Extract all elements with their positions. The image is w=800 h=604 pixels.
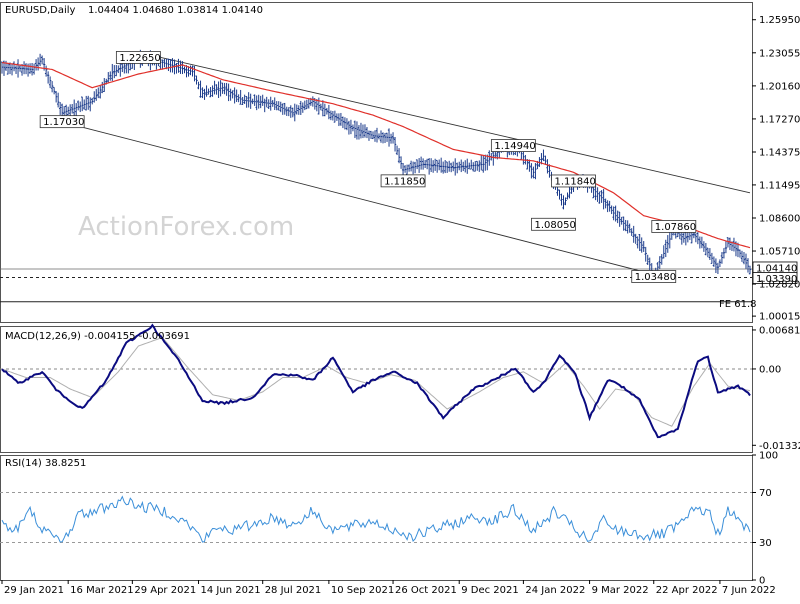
annotation-label: 1.11840 bbox=[555, 176, 596, 187]
panel-frame-0 bbox=[0, 2, 753, 323]
annotation-box bbox=[115, 51, 161, 64]
y-tick-label: 1.23055 bbox=[759, 48, 800, 59]
y-axis-ticks: 1.25950 1.23055 1.20160 1.17270 1.14375 1.114… bbox=[752, 15, 800, 587]
chart-ohlc-label: 1.04404 1.04680 1.03814 1.04140 bbox=[88, 5, 263, 16]
annotation-label: 1.11850 bbox=[384, 176, 425, 187]
annotation-box bbox=[651, 220, 697, 233]
annotation-box bbox=[531, 217, 576, 231]
support-level-flag-label: 1.03390 bbox=[756, 274, 797, 285]
macd-signal-line bbox=[1, 336, 751, 427]
y-tick-label: 1.02820 bbox=[759, 280, 800, 291]
macd-series-group bbox=[1, 323, 751, 439]
x-tick-label: 9 Dec 2021 bbox=[461, 585, 519, 596]
x-tick-label: 16 Mar 2021 bbox=[70, 585, 133, 596]
watermark-text: ActionForex.com bbox=[78, 212, 295, 242]
annotation-labels: 1.22650 1.17030 1.11850 1.14940 1.11840 1.080… bbox=[39, 51, 697, 283]
price-series-group bbox=[0, 49, 752, 282]
annotation-label: 1.07860 bbox=[655, 222, 696, 233]
channel-bottom-line bbox=[62, 121, 670, 280]
annotation-label: 1.03480 bbox=[635, 272, 676, 283]
y-tick-label: 0.00681 bbox=[759, 325, 800, 336]
current-price-flag-label: 1.04140 bbox=[756, 263, 797, 274]
x-tick-label: 7 Jun 2022 bbox=[722, 585, 776, 596]
y-tick-label: 1.17270 bbox=[759, 114, 800, 125]
rsi-series-group bbox=[1, 495, 751, 543]
x-tick-label: 10 Sep 2021 bbox=[331, 585, 394, 596]
annotation-box bbox=[380, 174, 426, 188]
panel-frame-2 bbox=[0, 455, 753, 581]
y-tick-label: 30 bbox=[759, 538, 772, 549]
fe-level-label: FE 61.8 bbox=[719, 299, 757, 310]
x-tick-label: 29 Apr 2021 bbox=[134, 585, 196, 596]
sma-line bbox=[1, 62, 751, 249]
y-tick-label: 0 bbox=[759, 576, 765, 587]
y-tick-label: 1.00015 bbox=[759, 312, 800, 323]
x-tick-label: 29 Jan 2021 bbox=[4, 585, 64, 596]
y-tick-label: 1.14375 bbox=[759, 148, 800, 159]
annotation-label: 1.17030 bbox=[43, 117, 84, 128]
annotation-label: 1.22650 bbox=[119, 53, 160, 64]
panel-frames bbox=[0, 2, 753, 581]
y-tick-label: 0.00 bbox=[759, 364, 781, 375]
x-tick-label: 22 Apr 2022 bbox=[656, 585, 718, 596]
x-tick-label: 24 Jan 2022 bbox=[525, 585, 585, 596]
channel-top-line bbox=[138, 51, 751, 194]
y-tick-label: 1.11495 bbox=[759, 180, 800, 191]
y-tick-label: 1.05710 bbox=[759, 247, 800, 258]
support-level-flag bbox=[752, 272, 798, 284]
chart-symbol-label: EURUSD,Daily bbox=[5, 5, 76, 16]
x-tick-label: 26 Oct 2021 bbox=[395, 585, 457, 596]
x-axis-ticks: 29 Jan 2021 16 Mar 2021 29 Apr 2021 14 Jun … bbox=[1, 580, 776, 596]
rsi-title: RSI(14) 38.8251 bbox=[5, 458, 87, 469]
macd-line bbox=[1, 323, 751, 439]
rsi-line bbox=[1, 495, 751, 543]
y-tick-label: 1.20160 bbox=[759, 81, 800, 92]
macd-title: MACD(12,26,9) -0.004155 -0.003691 bbox=[5, 331, 190, 342]
y-tick-label: -0.013329 bbox=[759, 441, 800, 452]
annotation-box bbox=[39, 115, 85, 129]
y-tick-label: 1.25950 bbox=[759, 15, 800, 26]
annotation-box bbox=[631, 270, 677, 283]
panel-frame-1 bbox=[0, 326, 753, 453]
x-tick-label: 28 Jul 2021 bbox=[265, 585, 322, 596]
y-tick-label: 70 bbox=[759, 488, 772, 499]
x-tick-label: 9 Mar 2022 bbox=[592, 585, 649, 596]
x-tick-label: 14 Jun 2021 bbox=[201, 585, 261, 596]
annotation-label: 1.14940 bbox=[494, 141, 535, 152]
y-tick-label: 1.08600 bbox=[759, 214, 800, 225]
annotation-box bbox=[490, 139, 536, 152]
annotation-box bbox=[551, 174, 596, 188]
annotation-label: 1.08050 bbox=[534, 220, 575, 231]
y-tick-label: 100 bbox=[759, 451, 778, 462]
